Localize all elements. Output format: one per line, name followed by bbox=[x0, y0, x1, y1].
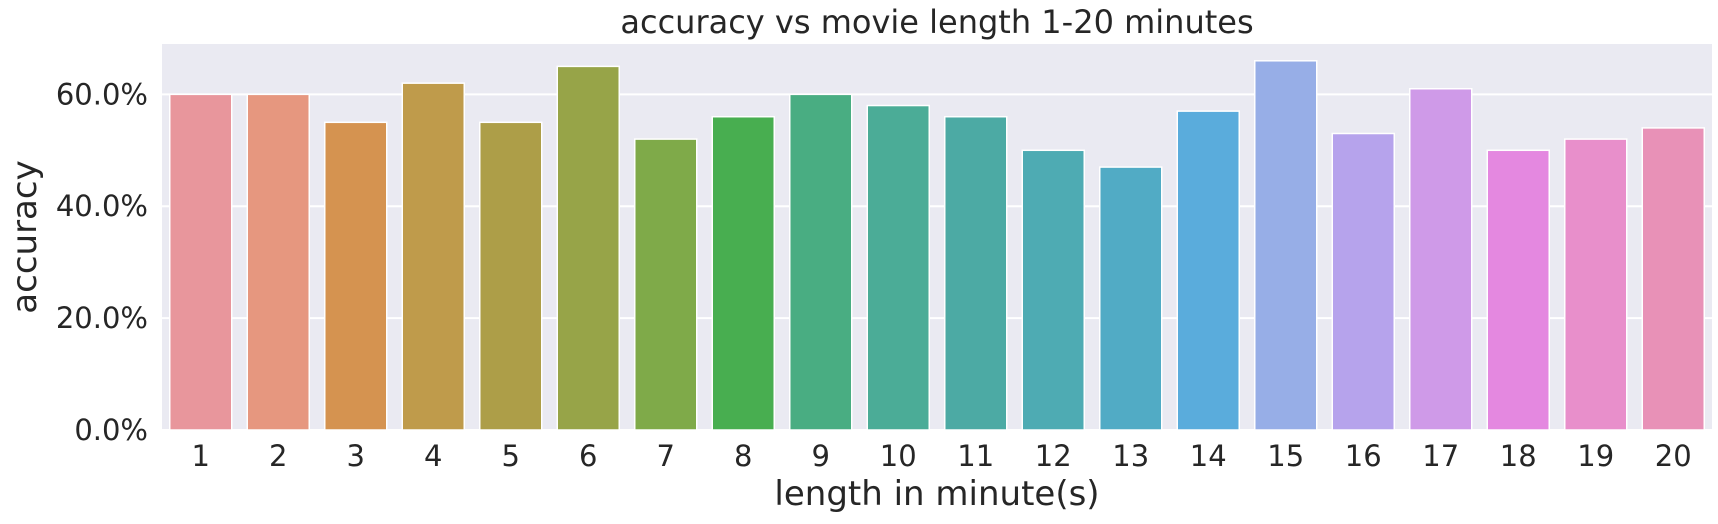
x-tick-label: 15 bbox=[1267, 439, 1304, 473]
x-tick-label: 3 bbox=[347, 439, 365, 473]
bar-5 bbox=[479, 121, 543, 431]
x-tick-label: 2 bbox=[269, 439, 287, 473]
bar-1 bbox=[169, 93, 233, 431]
bar-3 bbox=[324, 121, 388, 431]
x-tick-label: 1 bbox=[192, 439, 210, 473]
x-tick-label: 17 bbox=[1422, 439, 1459, 473]
bar-17 bbox=[1409, 88, 1473, 431]
x-tick-label: 6 bbox=[579, 439, 597, 473]
y-tick-label: 40.0% bbox=[56, 189, 148, 223]
x-tick-label: 19 bbox=[1577, 439, 1614, 473]
y-tick-label: 20.0% bbox=[56, 301, 148, 335]
bar-7 bbox=[634, 138, 698, 431]
bar-2 bbox=[246, 93, 310, 431]
x-tick-label: 5 bbox=[502, 439, 520, 473]
x-tick-label: 14 bbox=[1190, 439, 1227, 473]
bar-15 bbox=[1254, 60, 1318, 431]
y-axis-label: accuracy bbox=[5, 160, 45, 313]
x-tick-label: 8 bbox=[734, 439, 752, 473]
x-tick-label: 11 bbox=[957, 439, 994, 473]
x-tick-label: 18 bbox=[1500, 439, 1537, 473]
x-tick-label: 9 bbox=[812, 439, 830, 473]
x-axis-label: length in minute(s) bbox=[774, 474, 1099, 514]
bar-14 bbox=[1176, 110, 1240, 431]
bar-9 bbox=[789, 93, 853, 431]
bar-10 bbox=[866, 104, 930, 431]
bar-16 bbox=[1331, 132, 1395, 431]
x-tick-label: 16 bbox=[1345, 439, 1382, 473]
x-tick-label: 12 bbox=[1035, 439, 1072, 473]
chart-title: accuracy vs movie length 1-20 minutes bbox=[620, 3, 1253, 41]
bar-4 bbox=[401, 82, 465, 431]
bar-18 bbox=[1486, 149, 1550, 431]
bar-12 bbox=[1021, 149, 1085, 431]
y-tick-label: 0.0% bbox=[74, 413, 148, 447]
bar-20 bbox=[1641, 127, 1705, 431]
x-tick-label: 4 bbox=[424, 439, 442, 473]
x-tick-label: 7 bbox=[657, 439, 675, 473]
bar-8 bbox=[711, 115, 775, 431]
bars bbox=[169, 60, 1705, 431]
bar-19 bbox=[1564, 138, 1628, 431]
y-tick-labels: 0.0% 20.0% 40.0% 60.0% bbox=[56, 77, 148, 447]
x-tick-label: 20 bbox=[1655, 439, 1692, 473]
y-tick-label: 60.0% bbox=[56, 77, 148, 111]
x-tick-labels: 1 2 3 4 5 6 7 8 9 10 11 12 13 14 15 16 17 18 19 20 bbox=[192, 439, 1692, 473]
x-tick-label: 13 bbox=[1112, 439, 1149, 473]
plot-area bbox=[162, 44, 1712, 430]
bar-13 bbox=[1099, 166, 1163, 431]
bar-6 bbox=[556, 65, 620, 431]
x-tick-label: 10 bbox=[880, 439, 917, 473]
bar-11 bbox=[944, 115, 1008, 431]
